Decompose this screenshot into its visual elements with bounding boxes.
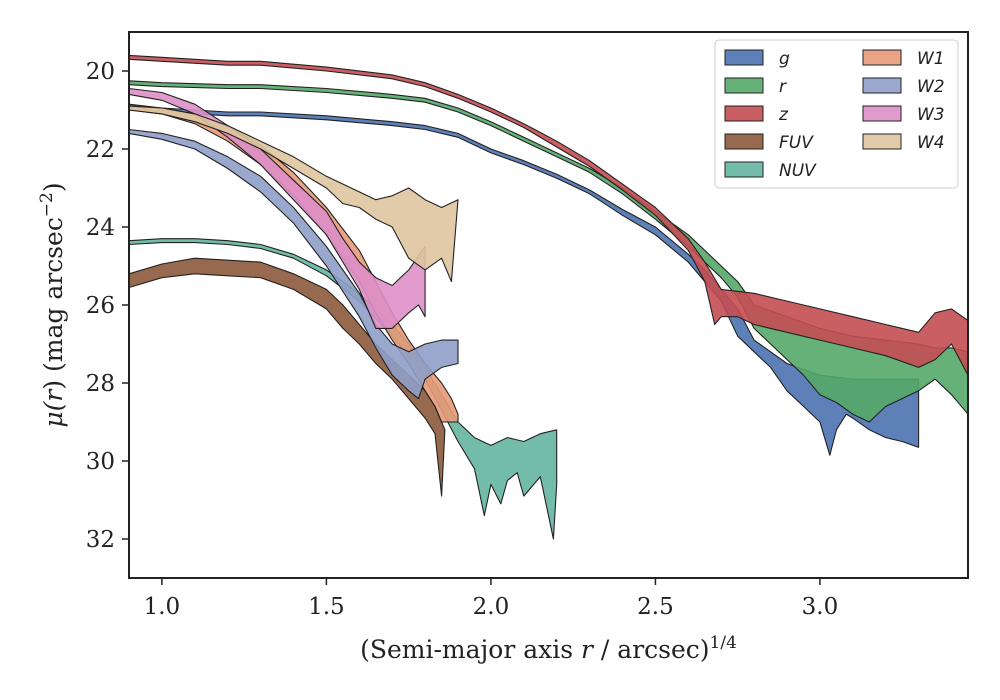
y-axis-label: μ(r) (mag arcsec−2) [37,182,68,427]
legend-label-w3: W3 [917,105,945,125]
legend-box [714,39,959,189]
x-axis-label-var: r [581,635,595,664]
legend-label-w4: W4 [917,133,945,153]
band-g [128,103,920,456]
legend-swatch-w1 [862,49,902,66]
legend-label-w2: W2 [917,77,945,97]
legend-label-g: g [779,49,790,69]
legend-swatch-r [724,77,764,94]
y-tick-label: 26 [86,293,115,319]
legend-label-w1: W1 [917,49,945,69]
x-tick-label: 1.5 [308,594,345,620]
y-axis: 20 22 24 26 28 30 32 [86,59,129,553]
band-w4 [128,105,459,283]
legend-label-r: r [779,77,787,97]
y-tick-label: 28 [86,371,115,397]
legend-swatch-fuv [724,133,764,150]
legend-swatch-w2 [862,77,902,94]
legend-swatch-nuv [724,161,764,178]
x-tick-label: 1.0 [144,594,181,620]
legend-swatch-g [724,49,764,66]
y-tick-label: 22 [86,137,115,163]
band-w3 [128,87,426,329]
x-axis: 1.0 1.5 2.0 2.5 3.0 [144,578,839,620]
y-tick-label: 24 [86,215,115,241]
band-z [128,54,969,376]
band-w2 [128,128,459,400]
y-axis-label-end: ) [39,182,68,192]
legend-label-z: z [778,105,789,125]
x-tick-label: 2.0 [473,594,510,620]
y-axis-label-mid: ) (mag arcsec [39,217,68,390]
legend-swatch-z [724,105,764,122]
legend-label-fuv: FUV [779,133,814,153]
legend-label-nuv: NUV [779,161,817,181]
x-tick-label: 3.0 [802,594,839,620]
x-axis-label-sup: 1/4 [710,633,737,653]
series-bands [128,54,969,540]
x-axis-label-pre: (Semi-major axis [360,635,581,664]
y-axis-label-sup: −2 [37,192,57,217]
legend-swatch-w3 [862,105,902,122]
y-tick-label: 30 [86,449,115,475]
band-fuv [128,257,446,497]
x-axis-label: (Semi-major axis r / arcsec)1/4 [360,633,737,664]
legend: grz FUV NUV W1 W2 W3 W4 [714,39,959,189]
x-tick-label: 2.5 [637,594,674,620]
x-axis-label-mid: / arcsec) [593,635,710,664]
y-axis-label-var: r [39,388,68,402]
y-tick-label: 20 [86,59,115,85]
y-tick-label: 32 [86,527,115,553]
band-r [128,80,969,423]
legend-swatch-w4 [862,133,902,150]
y-axis-label-mu: μ( [39,400,68,427]
